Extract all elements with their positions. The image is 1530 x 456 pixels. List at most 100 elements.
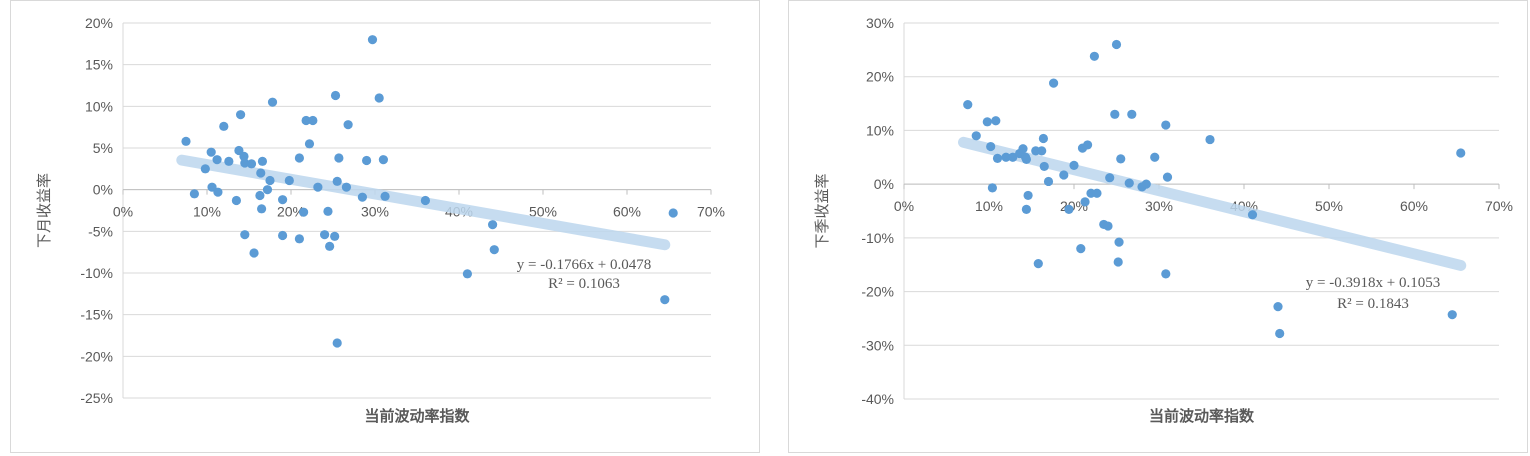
x-tick-label: 30% [361,204,389,220]
trendline-equation: y = -0.1766x + 0.0478 [517,257,651,273]
x-axis-title: 当前波动率指数 [1149,407,1255,425]
data-point [991,116,1001,126]
x-tick-label: 10% [193,204,221,220]
data-point [1105,173,1115,183]
data-point [982,117,992,127]
data-point [1001,152,1011,162]
data-point [278,195,288,205]
y-axis-title: 下月收益率 [35,173,53,248]
data-point [1043,176,1054,187]
trendline-r-squared: R² = 0.1063 [548,276,620,292]
data-point [239,151,249,161]
data-point [257,204,267,214]
data-point [1275,328,1285,339]
y-tick-label: -40% [861,391,894,407]
data-point [987,183,997,193]
data-point [1083,140,1093,150]
y-tick-label: 20% [85,15,113,31]
data-point [374,93,384,103]
data-point [313,182,323,192]
data-point [206,147,216,157]
data-point [1039,161,1049,172]
data-point [236,110,246,120]
data-point [1021,154,1031,165]
x-axis-title: 当前波动率指数 [364,407,470,425]
data-point [1076,244,1086,254]
data-point [1127,109,1137,119]
data-point [378,155,388,165]
data-point [265,175,275,186]
x-tick-label: 60% [613,204,641,220]
y-tick-label: 10% [85,98,113,114]
data-point [301,115,311,126]
data-point [323,206,333,216]
data-point [181,136,191,146]
y-tick-label: 0% [874,176,894,192]
x-tick-label: 60% [1400,198,1428,214]
y-tick-label: -20% [861,284,894,300]
data-point [1162,172,1173,182]
monthly-return-scatter-chart: 20%15%10%5%0%-5%-10%-15%-20%-25%0% 10% 20%… [35,15,725,425]
y-tick-label: 5% [93,140,113,156]
linear-trendline [958,136,1467,271]
y-tick-label: -10% [861,230,894,246]
data-point [1023,190,1033,201]
data-point [330,90,341,101]
data-point [308,115,318,126]
x-tick-label: 50% [529,204,557,220]
trendline-equation: y = -0.3918x + 0.1053 [1306,275,1440,291]
y-tick-label: -15% [80,307,113,323]
data-point [489,245,499,255]
data-point [971,131,981,141]
data-point [325,241,335,251]
data-point [1456,148,1466,158]
x-tick-label: 70% [697,204,725,220]
y-tick-label: -20% [80,348,113,364]
data-point [249,248,259,258]
data-point [1111,39,1122,50]
y-tick-label: 10% [866,122,894,138]
data-point [963,100,973,110]
data-point [1113,257,1123,267]
data-point [1059,170,1069,180]
data-point [1150,152,1160,162]
chart-panel-quarterly: 30%20%10%0%-10%-20%-30%-40%0%10%20%30%40… [788,0,1528,453]
data-point [224,156,234,166]
quarterly-return-scatter-chart: 30%20%10%0%-10%-20%-30%-40%0%10%20%30%40… [813,15,1513,425]
data-point [1116,154,1126,164]
data-point [1103,221,1113,231]
data-point [189,189,199,199]
data-point [357,192,367,202]
x-tick-label: 10% [975,198,1003,214]
data-point [1049,78,1059,88]
data-point [362,155,372,166]
data-point [1161,120,1171,130]
y-tick-label: -30% [861,337,894,353]
data-point [1273,302,1283,312]
y-tick-label: -5% [88,223,113,239]
data-point [200,164,210,174]
data-point [240,158,250,168]
data-point [1161,269,1171,279]
y-tick-label: -25% [80,390,113,406]
data-point [294,153,304,163]
data-point [255,190,265,201]
data-point [213,187,223,197]
data-point [1205,134,1215,145]
data-point [1141,179,1151,189]
x-tick-label: 20% [277,204,305,220]
data-point [240,230,250,240]
data-point [332,176,342,186]
data-point [1089,51,1099,61]
data-point [294,234,304,244]
data-point [1038,133,1048,144]
data-point [1069,160,1079,170]
data-point [304,139,315,149]
data-point [278,230,288,241]
chart-panel-monthly: 20% 15% 10% 5% 0% -5% -10% -15% -20% -25% 0% 10% 20%… [10,0,760,453]
data-point [343,120,353,130]
x-tick-label: 50% [1315,198,1343,214]
y-tick-label: 20% [866,69,894,85]
data-point [1033,259,1043,269]
data-point [246,159,257,169]
